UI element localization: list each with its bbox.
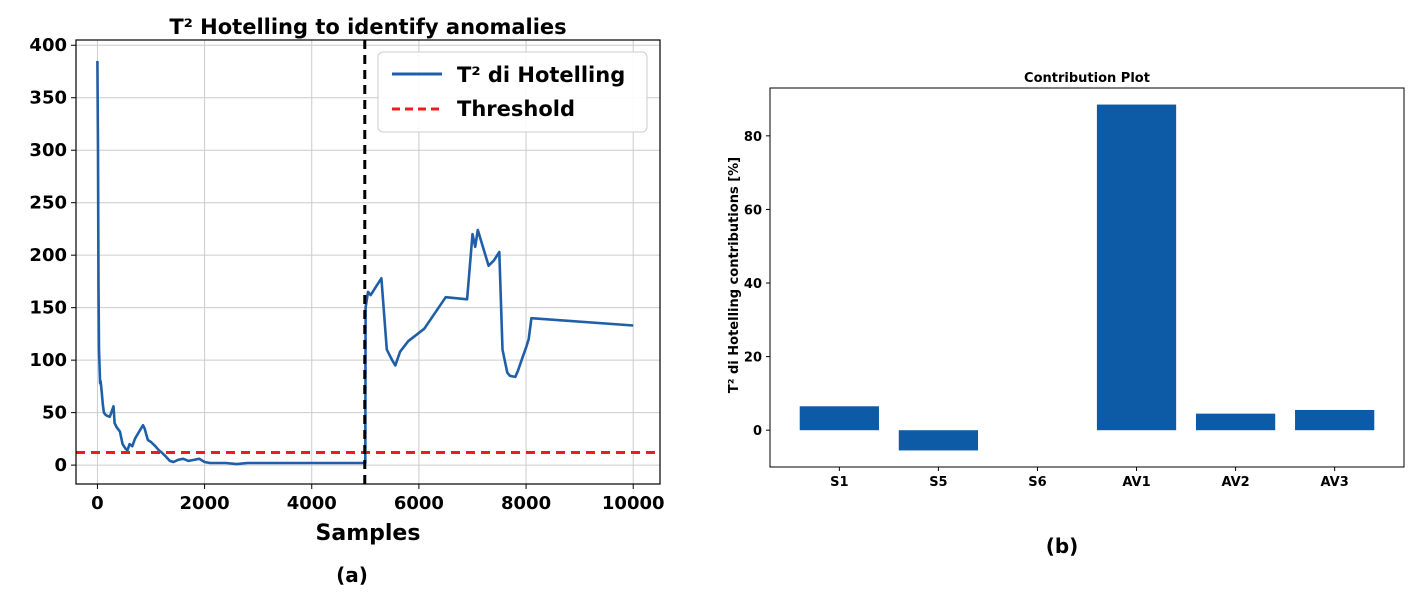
x-tick-label: 2000 (180, 493, 230, 514)
chart-a-frame (75, 39, 661, 485)
y-tick-label: 60 (744, 203, 762, 218)
y-tick-label: 20 (744, 351, 762, 366)
bar-s1 (799, 406, 879, 431)
x-tick-label: 0 (91, 493, 104, 514)
x-tick-label: S1 (830, 475, 848, 490)
x-tick-label: 4000 (287, 493, 337, 514)
chart-a-legend: T² di Hotelling Threshold (377, 51, 648, 133)
x-tick-label: 8000 (501, 493, 551, 514)
chart-a-series (76, 40, 660, 484)
chart-b-title: Contribution Plot (1024, 71, 1150, 86)
y-tick-label: 50 (42, 403, 67, 424)
y-tick-label: 250 (29, 193, 67, 214)
chart-b-frame (769, 87, 1405, 468)
panel-b-label: (b) (1046, 534, 1079, 558)
t2-series-line (96, 60, 634, 466)
chart-a-xlabel: Samples (316, 521, 421, 546)
x-tick-label: 10000 (602, 493, 665, 514)
bar-av2 (1195, 413, 1276, 431)
bar-av1 (1096, 104, 1177, 431)
bar-s5 (898, 430, 979, 451)
chart-a-x-ticks: 0 2000 4000 6000 8000 10000 (91, 484, 665, 514)
y-tick-label: 200 (29, 245, 67, 266)
x-tick-label: 6000 (394, 493, 444, 514)
y-tick-label: 40 (744, 277, 762, 292)
panel-a-label: (a) (336, 563, 368, 587)
y-tick-label: 400 (29, 35, 67, 56)
x-tick-label: S5 (929, 475, 947, 490)
y-tick-label: 300 (29, 140, 67, 161)
y-tick-label: 0 (753, 424, 762, 439)
chart-b-ylabel: T² di Hotelling contributions [%] (727, 157, 742, 393)
chart-b-bars (799, 104, 1375, 451)
x-tick-label: S6 (1028, 475, 1046, 490)
chart-a-y-ticks: 0 50 100 150 200 250 300 350 400 (29, 35, 76, 476)
legend-box (377, 51, 648, 133)
chart-a-title: T² Hotelling to identify anomalies (169, 15, 566, 39)
y-tick-label: 350 (29, 88, 67, 109)
legend-label-t2: T² di Hotelling (457, 63, 625, 87)
bar-av3 (1295, 409, 1375, 431)
y-tick-label: 100 (29, 350, 67, 371)
y-tick-label: 150 (29, 298, 67, 319)
chart-b-x-ticks: S1 S5 S6 AV1 AV2 AV3 (830, 467, 1349, 490)
y-tick-label: 80 (744, 130, 762, 145)
x-tick-label: AV1 (1122, 475, 1150, 490)
x-tick-label: AV2 (1221, 475, 1249, 490)
t2-line-chart: T² Hotelling to identify anomalies 0 2000… (29, 15, 664, 587)
chart-b-y-ticks: 0 20 40 60 80 (744, 130, 770, 439)
y-tick-label: 0 (54, 455, 67, 476)
legend-label-threshold: Threshold (457, 97, 575, 121)
x-tick-label: AV3 (1321, 475, 1349, 490)
contribution-bar-chart: Contribution Plot S1 S5 S6 AV1 AV2 AV3 0 20 40 6… (727, 71, 1405, 558)
